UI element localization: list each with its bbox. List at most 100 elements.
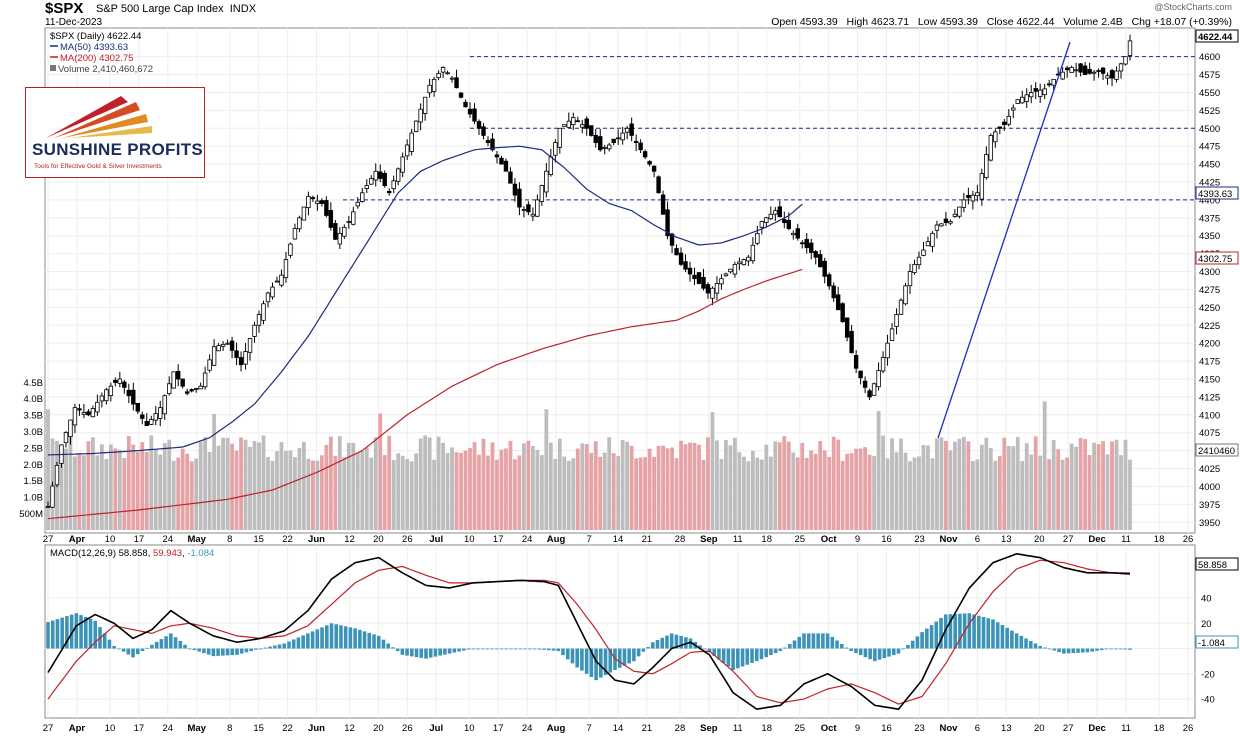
- macd-hist-bar: [197, 648, 201, 652]
- candle-body: [436, 72, 441, 79]
- macd-hist-bar: [1052, 648, 1057, 651]
- candle-body: [566, 120, 571, 128]
- candle-body: [1055, 73, 1061, 76]
- volume-bar: [890, 438, 894, 530]
- volume-tick-label: 4.5B: [23, 378, 43, 389]
- date-tick-label: 22: [282, 723, 293, 734]
- macd-hist-bar: [495, 648, 499, 650]
- logo-tagline: Tools for Effective Gold & Silver Invest…: [34, 163, 162, 170]
- macd-hist-bar: [1080, 648, 1085, 653]
- chg-value: +18.07 (+0.39%): [1153, 16, 1232, 28]
- volume-bar: [580, 443, 585, 530]
- volume-bar: [73, 456, 77, 530]
- volume-bar: [903, 452, 908, 530]
- candle-body: [364, 185, 369, 189]
- date-tick-label: 28: [675, 723, 686, 734]
- volume-bar: [961, 436, 966, 530]
- macd-hist-bar: [622, 648, 627, 666]
- volume-bar: [468, 447, 472, 530]
- high-label: High: [846, 16, 869, 28]
- volume-bar: [944, 440, 948, 530]
- macd-hist-bar: [1028, 640, 1033, 649]
- volume-bar: [746, 461, 751, 530]
- volume-bar: [140, 442, 145, 530]
- macd-hist-bar: [1114, 648, 1118, 650]
- legend-ma50: MA(50) 4393.63: [60, 42, 128, 53]
- macd-hist-bar: [1057, 648, 1061, 653]
- price-axis: 3950397540004025405040754100412541504175…: [1199, 52, 1220, 529]
- date-tick-label: May: [187, 534, 206, 545]
- macd-hist-bar: [547, 648, 551, 651]
- volume-value: 2.4B: [1101, 16, 1123, 28]
- date-tick-label: Apr: [69, 723, 86, 734]
- price-tick-label: 4450: [1199, 160, 1220, 171]
- legend-ma200: MA(200) 4302.75: [60, 53, 133, 64]
- volume-bar: [643, 457, 648, 530]
- volume-bar: [441, 442, 445, 530]
- candle-body: [894, 314, 899, 327]
- candle-body: [315, 200, 320, 204]
- candle-body: [1109, 70, 1115, 79]
- volume-bar: [755, 457, 760, 530]
- date-tick-label: 11: [733, 723, 743, 734]
- candle-body: [337, 232, 343, 245]
- candle-body: [131, 389, 136, 405]
- price-tick-label: 4525: [1199, 106, 1220, 117]
- volume-bar: [791, 452, 796, 530]
- candle-body: [404, 144, 410, 157]
- macd-hist-bar: [202, 648, 206, 654]
- volume-bar: [935, 438, 939, 530]
- macd-hist-bar: [263, 647, 268, 649]
- volume-bar: [396, 453, 401, 530]
- macd-hist-bar: [395, 648, 400, 652]
- price-tick-label: 4500: [1199, 124, 1220, 135]
- price-tick-label: 4250: [1199, 303, 1220, 314]
- candle-body: [957, 206, 962, 217]
- macd-hist-bar: [977, 615, 981, 649]
- candle-body: [288, 243, 293, 256]
- candle-body: [889, 328, 895, 341]
- volume-bar: [993, 460, 998, 530]
- price-tick-label: 4100: [1199, 410, 1220, 421]
- macd-hist-bar: [1090, 648, 1095, 652]
- macd-hist-bar: [575, 648, 579, 668]
- volume-bar: [827, 456, 832, 530]
- volume-bar: [840, 461, 845, 530]
- date-tick-label: Apr: [69, 534, 86, 545]
- volume-bar: [575, 448, 580, 530]
- candle-body: [979, 173, 985, 200]
- candle-body: [1105, 75, 1110, 79]
- volume-bar: [522, 443, 526, 530]
- macd-hist-bar: [745, 648, 750, 665]
- volume-bar: [113, 448, 118, 530]
- macd-hist-bar: [499, 648, 504, 650]
- macd-hist-bar: [150, 644, 154, 649]
- volume-bar: [508, 440, 513, 530]
- volume-bar: [1110, 441, 1114, 530]
- last-macd-label: 58.858: [1198, 560, 1227, 571]
- last-volume-box: [1195, 443, 1239, 457]
- volume-bar: [719, 458, 724, 530]
- volume-bar: [674, 458, 679, 530]
- date-tick-label: 10: [464, 534, 475, 545]
- candle-body: [467, 108, 473, 115]
- candle-body: [494, 154, 500, 158]
- exchange-text: INDX: [229, 3, 257, 15]
- high-value: 4623.71: [871, 16, 910, 28]
- macd-hist-bar: [939, 617, 943, 649]
- macd-hist-bar: [537, 648, 542, 650]
- volume-bar: [176, 457, 181, 530]
- macd-hist-bar: [792, 640, 797, 649]
- candle-body: [629, 123, 634, 136]
- volume-bar: [144, 451, 149, 530]
- volume-bar: [391, 460, 396, 530]
- macd-hist-bar: [216, 648, 220, 656]
- candle-body: [472, 108, 477, 122]
- volume-bar: [477, 454, 481, 530]
- candle-body: [696, 272, 702, 284]
- candle-body: [72, 407, 78, 426]
- volume-bar: [611, 453, 616, 530]
- volume-bar: [427, 437, 432, 530]
- candle-body: [153, 413, 158, 421]
